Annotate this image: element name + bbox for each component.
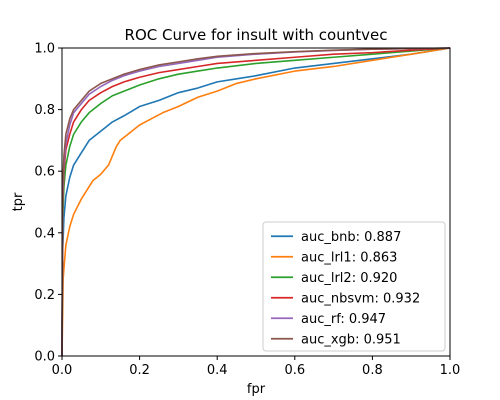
legend-entry: auc_xgb: 0.951 [271, 332, 401, 347]
legend-label: auc_rf: 0.947 [301, 312, 386, 327]
x-axis-ticks: 0.0 0.2 0.4 0.6 0.8 1.0 [52, 356, 461, 378]
legend-label: auc_nbsvm: 0.932 [301, 291, 420, 306]
series-line-auc-nbsvm [61, 47, 451, 357]
x-tick-label: 0.6 [284, 363, 305, 378]
legend-auc-value: 0.920 [360, 271, 397, 286]
plot-frame [61, 47, 451, 357]
legend-series-name: auc_bnb [301, 230, 356, 245]
y-tick-label: 0.6 [34, 165, 55, 180]
legend-separator: : [352, 271, 361, 286]
legend-auc-value: 0.932 [383, 291, 420, 306]
plot-lines [61, 47, 451, 357]
legend-label: auc_bnb: 0.887 [301, 230, 401, 245]
legend: auc_bnb: 0.887 auc_lrl1: 0.863 auc_lrl2: 0… [262, 221, 446, 352]
legend-series-name: auc_lrl1 [301, 250, 352, 265]
legend-entry: auc_rf: 0.947 [271, 312, 386, 327]
y-tick-label: 0.2 [34, 288, 55, 303]
y-tick-label: 1.0 [34, 42, 55, 57]
legend-label: auc_lrl1: 0.863 [301, 250, 397, 265]
chart-title: ROC Curve for insult with countvec [125, 26, 388, 44]
legend-auc-value: 0.947 [349, 312, 386, 327]
legend-separator: : [352, 250, 361, 265]
y-tick-label: 0.0 [34, 350, 55, 365]
x-tick-label: 0.4 [207, 363, 228, 378]
x-tick-label: 0.8 [362, 363, 383, 378]
y-tick-label: 0.4 [34, 226, 55, 241]
legend-entry: auc_bnb: 0.887 [271, 230, 401, 245]
legend-auc-value: 0.863 [360, 250, 397, 265]
legend-label: auc_lrl2: 0.920 [301, 271, 397, 286]
series-line-auc-xgb [61, 47, 451, 357]
legend-auc-value: 0.951 [364, 332, 401, 347]
legend-entry: auc_nbsvm: 0.932 [271, 291, 420, 306]
legend-label: auc_xgb: 0.951 [301, 332, 401, 347]
y-axis-label: tpr [11, 192, 26, 211]
legend-entry: auc_lrl1: 0.863 [271, 250, 397, 265]
y-axis-ticks: 0.0 0.2 0.4 0.6 0.8 1.0 [34, 42, 62, 365]
legend-box [262, 221, 446, 352]
legend-entry: auc_lrl2: 0.920 [271, 271, 397, 286]
series-line-auc-lrl1 [61, 47, 451, 357]
legend-separator: : [355, 332, 364, 347]
y-tick-label: 0.8 [34, 103, 55, 118]
legend-series-name: auc_lrl2 [301, 271, 352, 286]
x-tick-label: 0.0 [52, 363, 73, 378]
legend-auc-value: 0.887 [364, 230, 401, 245]
x-tick-label: 0.2 [129, 363, 150, 378]
series-line-auc-bnb [61, 47, 451, 357]
x-tick-label: 1.0 [440, 363, 461, 378]
x-axis-label: fpr [247, 382, 266, 397]
series-line-auc-lrl2 [61, 47, 451, 357]
legend-separator: : [374, 291, 383, 306]
legend-separator: : [340, 312, 349, 327]
legend-series-name: auc_rf [301, 312, 341, 327]
legend-separator: : [356, 230, 365, 245]
legend-series-name: auc_xgb [301, 332, 355, 347]
legend-series-name: auc_nbsvm [301, 291, 374, 306]
